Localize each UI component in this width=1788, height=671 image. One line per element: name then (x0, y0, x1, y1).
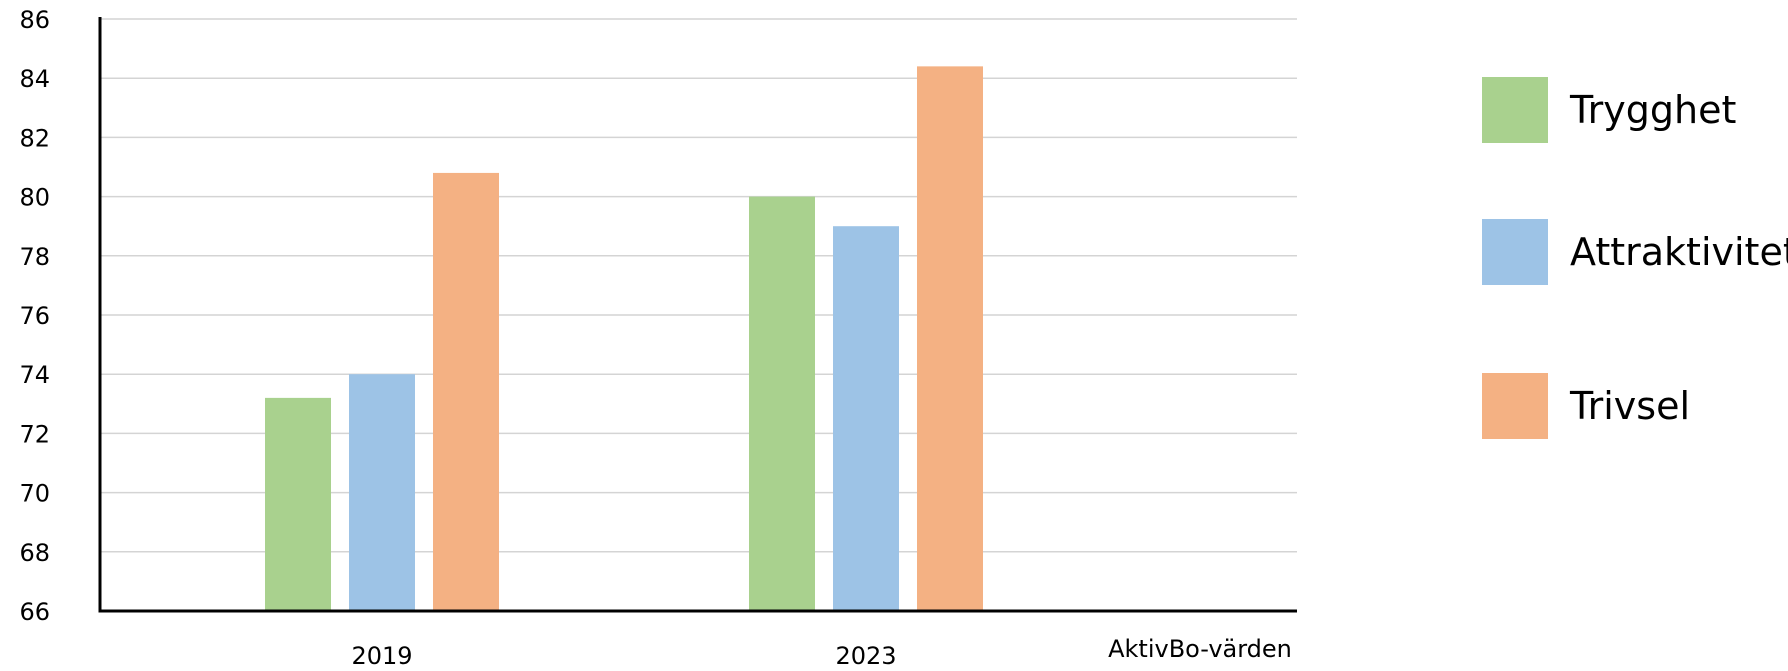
y-tick-labels: 66 68 70 72 74 76 78 80 82 84 86 (19, 6, 50, 626)
bar-trygghet-2019 (265, 397, 331, 611)
legend-label: Trygghet (1569, 88, 1736, 132)
legend-swatch (1482, 219, 1548, 285)
bar-trygghet-2023 (749, 196, 815, 611)
y-tick-label: 70 (19, 480, 50, 508)
bar-trivsel-2019 (433, 172, 499, 612)
x-tick-label: 2023 (835, 642, 896, 670)
legend: Trygghet Attraktivitet Trivsel (1482, 77, 1788, 439)
legend-swatch (1482, 373, 1548, 439)
y-tick-label: 68 (19, 539, 50, 567)
bar-attraktivitet-2023 (833, 226, 899, 611)
x-axis-title: AktivBo-värden (1108, 635, 1292, 663)
y-tick-label: 76 (19, 302, 50, 330)
x-tick-label: 2019 (351, 642, 412, 670)
y-tick-label: 80 (19, 184, 50, 212)
legend-item-attraktivitet: Attraktivitet (1482, 219, 1788, 285)
y-tick-label: 78 (19, 243, 50, 271)
y-tick-label: 74 (19, 361, 50, 389)
y-tick-label: 72 (19, 420, 50, 448)
legend-label: Attraktivitet (1570, 230, 1788, 274)
bar-attraktivitet-2019 (349, 374, 415, 611)
legend-swatch (1482, 77, 1548, 143)
bars (265, 66, 983, 612)
y-tick-label: 84 (19, 65, 50, 93)
axes (98, 17, 1297, 613)
legend-label: Trivsel (1569, 384, 1690, 428)
y-tick-label: 66 (19, 598, 50, 626)
bar-trivsel-2023 (917, 66, 983, 612)
legend-item-trivsel: Trivsel (1482, 373, 1690, 439)
legend-item-trygghet: Trygghet (1482, 77, 1736, 143)
x-tick-labels: 2019 2023 (351, 642, 896, 670)
y-tick-label: 86 (19, 6, 50, 34)
y-tick-label: 82 (19, 124, 50, 152)
